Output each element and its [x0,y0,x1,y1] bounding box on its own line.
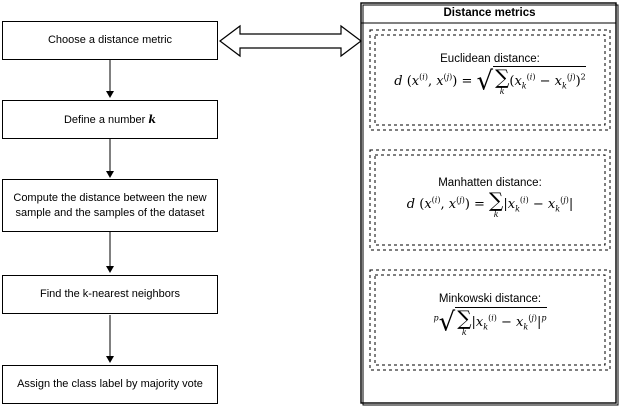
step-label: Find the k-nearest neighbors [39,288,181,300]
step-majority-vote: Assign the class label by majority vote [2,365,218,404]
step-label: Assign the class label by majority vote [17,378,203,390]
minkowski-label: Minkowski distance: [438,293,542,305]
step-label: Define a number k [63,112,156,126]
metric-box-manhattan [369,149,611,251]
step-choose-metric: Choose a distance metric [2,21,218,60]
minkowski-formula: p√ ∑ k |xk(i) − xk(j)|p [433,306,547,338]
step-define-k: Define a number k [2,100,218,139]
euclidean-formula: d (x(i), x(j)) = √ ∑ k (xk(i) − xk(j))2 [394,65,586,97]
manhattan-label: Manhatten distance: [438,177,542,189]
double-arrow [219,24,362,58]
step-label: Compute the distance between the new sam… [13,191,207,219]
step-find-neighbors: Find the k-nearest neighbors [2,275,218,314]
step-compute-distance: Compute the distance between the new sam… [2,179,218,232]
panel-shadow [362,4,619,406]
step-label: Choose a distance metric [47,34,173,46]
metric-box-euclidean [369,29,611,131]
euclidean-label: Euclidean distance: [440,53,540,65]
manhattan-formula: d (x(i), x(j)) = ∑ k |xk(i) − xk(j)| [406,188,574,219]
panel-title: Distance metrics [443,7,536,19]
metric-box-minkowski [369,269,611,371]
panel-border [360,2,617,404]
